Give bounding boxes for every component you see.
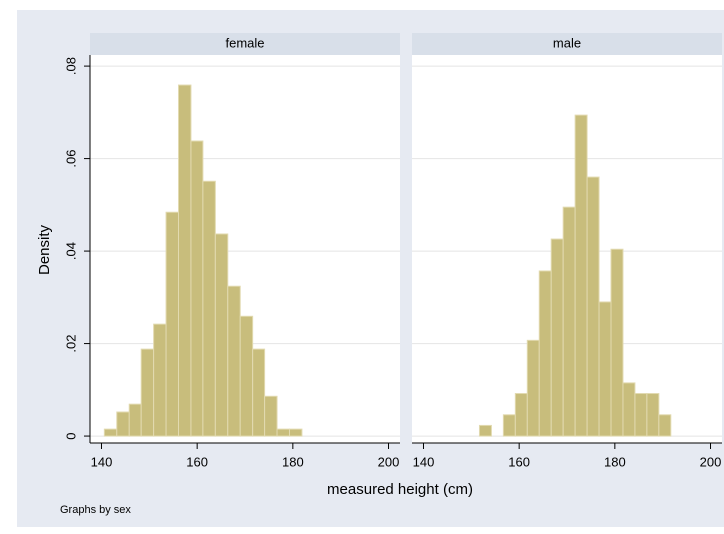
- bar: [634, 393, 648, 437]
- bar: [128, 403, 142, 437]
- bar: [165, 211, 180, 437]
- y-tick-label: .02: [63, 335, 78, 353]
- bar: [610, 248, 624, 437]
- bar: [214, 233, 229, 437]
- panel-title: male: [553, 35, 581, 50]
- bar: [276, 428, 290, 437]
- bar: [658, 414, 672, 437]
- note: Graphs by sex: [60, 504, 131, 516]
- bar: [178, 84, 192, 437]
- x-axis-label: measured height (cm): [327, 481, 473, 498]
- y-tick-label: .08: [63, 57, 78, 75]
- bar: [227, 285, 241, 437]
- x-tick-label: 140: [413, 454, 435, 469]
- x-tick-label: 200: [700, 454, 722, 469]
- panel-header: [90, 33, 400, 55]
- x-tick-label: 160: [508, 454, 530, 469]
- x-tick-label: 160: [186, 454, 208, 469]
- bar: [514, 393, 528, 437]
- x-tick-label: 200: [378, 454, 400, 469]
- bar: [153, 323, 167, 437]
- bar: [264, 395, 278, 437]
- bar: [622, 382, 636, 437]
- bar: [562, 206, 576, 437]
- panel-title: female: [225, 35, 264, 50]
- x-tick-label: 180: [604, 454, 626, 469]
- bar: [252, 348, 266, 437]
- bar: [239, 315, 254, 437]
- y-tick-label: .06: [63, 150, 78, 168]
- y-tick-label: .04: [63, 242, 78, 260]
- bar: [116, 411, 130, 437]
- bar: [288, 428, 303, 437]
- bar: [103, 428, 118, 437]
- bar: [598, 301, 612, 437]
- bar: [502, 414, 516, 437]
- bar: [190, 140, 204, 437]
- bar: [574, 114, 588, 437]
- x-tick-label: 140: [91, 454, 113, 469]
- bar: [550, 238, 564, 437]
- x-tick-label: 180: [282, 454, 304, 469]
- bar: [586, 176, 600, 437]
- bar: [538, 270, 552, 437]
- bar: [140, 348, 155, 437]
- bar: [202, 180, 216, 437]
- bar: [526, 339, 540, 437]
- y-axis-label: Density: [36, 224, 53, 275]
- bar: [478, 424, 492, 437]
- panel-header: [412, 33, 722, 55]
- bar: [646, 393, 660, 437]
- y-tick-label: 0: [63, 432, 78, 439]
